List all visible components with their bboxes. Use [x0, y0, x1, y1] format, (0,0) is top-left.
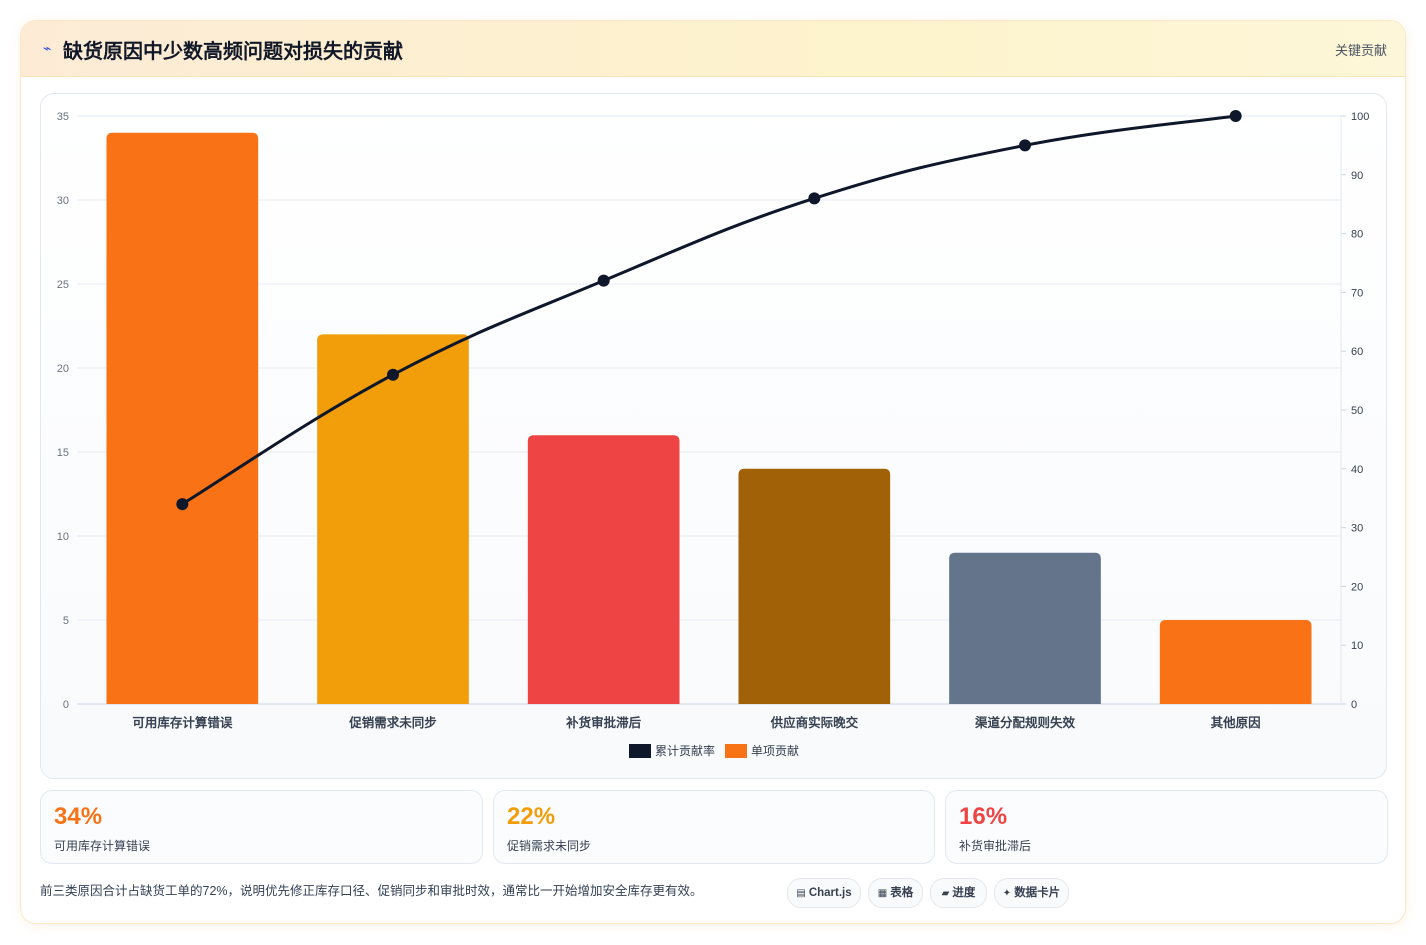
- y-tick-left: 30: [57, 195, 69, 207]
- legend-label: 累计贡献率: [655, 743, 715, 758]
- legend-swatch: [725, 744, 747, 758]
- y-tick-right: 90: [1351, 170, 1363, 182]
- pill-progress[interactable]: ▰ 进度: [930, 878, 987, 908]
- pill-label: 表格: [890, 887, 914, 899]
- y-tick-right: 100: [1351, 111, 1369, 123]
- bar: [1159, 620, 1312, 704]
- x-tick-label: 可用库存计算错误: [132, 715, 233, 730]
- pill-table[interactable]: ▦ 表格: [868, 878, 923, 908]
- y-tick-left: 35: [57, 111, 69, 123]
- stat-label: 可用库存计算错误: [54, 839, 151, 853]
- legend-label: 单项贡献: [751, 743, 799, 758]
- y-tick-right: 80: [1351, 229, 1363, 241]
- line-point: [176, 498, 189, 511]
- x-tick-label: 供应商实际晚交: [770, 715, 859, 730]
- y-tick-left: 5: [63, 615, 69, 627]
- pill-chartjs[interactable]: ▤ Chart.js: [787, 878, 861, 908]
- y-tick-left: 25: [57, 279, 69, 291]
- bar: [106, 132, 259, 705]
- y-tick-right: 40: [1351, 464, 1363, 476]
- stat-value: 34%: [54, 803, 103, 830]
- x-tick-label: 促销需求未同步: [348, 715, 437, 730]
- y-tick-right: 70: [1351, 287, 1363, 299]
- y-tick-right: 60: [1351, 346, 1363, 358]
- x-tick-label: 渠道分配规则失效: [975, 715, 1076, 730]
- progress-icon: ▰: [941, 888, 950, 899]
- y-tick-right: 0: [1351, 699, 1357, 711]
- y-tick-right: 10: [1351, 640, 1363, 652]
- y-tick-right: 30: [1351, 523, 1363, 535]
- sparkle-icon: ✦: [1002, 888, 1012, 899]
- pill-label: Chart.js: [808, 887, 852, 899]
- y-tick-left: 15: [57, 447, 69, 459]
- chart-panel: 0 5 10 15 20 25 30 35 0 10 20 30 40 50 60 70 80 90 100 可用库存…: [40, 93, 1387, 779]
- card-header: ⌁ 缺货原因中少数高频问题对损失的贡献 关键贡献: [21, 21, 1405, 77]
- bar: [317, 334, 469, 704]
- stat-label: 促销需求未同步: [507, 839, 592, 853]
- stat-value: 22%: [507, 803, 556, 830]
- pill-data-cards[interactable]: ✦ 数据卡片: [994, 878, 1069, 908]
- bolt-icon: ⌁: [43, 40, 52, 56]
- x-tick-label: 其他原因: [1211, 715, 1261, 730]
- x-tick-label: 补货审批滞后: [565, 715, 642, 730]
- stat-label: 补货审批滞后: [959, 839, 1032, 853]
- legend-swatch: [629, 744, 651, 758]
- key-contribution-tag: 关键贡献: [1334, 43, 1387, 58]
- pill-label: 数据卡片: [1014, 887, 1061, 899]
- bar: [527, 435, 680, 704]
- bar: [738, 468, 891, 704]
- cumulative-line: [181, 114, 1236, 506]
- card-title: 缺货原因中少数高频问题对损失的贡献: [63, 41, 403, 63]
- stat-value: 16%: [959, 803, 1008, 830]
- report-card: ⌁ 缺货原因中少数高频问题对损失的贡献 关键贡献 0 5 10 15 20 25 30 35 0…: [20, 20, 1406, 924]
- y-tick-right: 20: [1351, 581, 1363, 593]
- y-tick-left: 0: [63, 699, 69, 711]
- table-icon: ▦: [877, 888, 888, 899]
- chart-icon: ▤: [796, 888, 806, 899]
- line-point: [808, 192, 821, 205]
- stat-card-2: 22% 促销需求未同步: [493, 790, 935, 864]
- line-point: [1229, 110, 1242, 122]
- y-tick-left: 10: [57, 531, 69, 543]
- y-tick-left: 20: [57, 363, 69, 375]
- y-tick-right: 50: [1351, 405, 1363, 417]
- pareto-chart: 0 5 10 15 20 25 30 35 0 10 20 30 40 50 60 70 80 90 100 可用库存…: [57, 110, 1369, 758]
- line-point: [597, 274, 610, 287]
- stat-card-3: 16% 补货审批滞后: [945, 790, 1388, 864]
- pill-label: 进度: [952, 887, 976, 899]
- line-point: [1019, 139, 1031, 152]
- bar: [949, 552, 1101, 704]
- line-point: [387, 368, 399, 381]
- stat-card-1: 34% 可用库存计算错误: [40, 790, 483, 864]
- summary-note: 前三类原因合计占缺货工单的72%，说明优先修正库存口径、促销同步和审批时效，通常…: [40, 884, 703, 898]
